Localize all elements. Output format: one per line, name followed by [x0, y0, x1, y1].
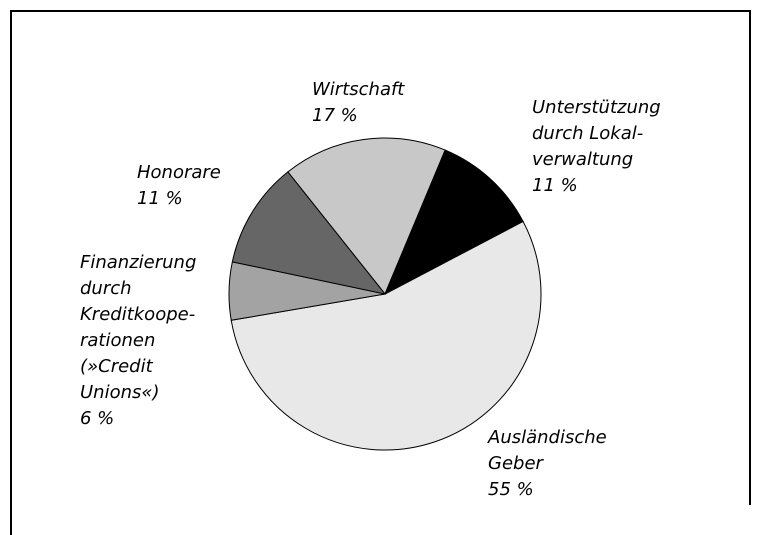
slice-label: Kreditkoope- — [80, 304, 195, 325]
slice-label: Wirtschaft — [312, 79, 405, 100]
value-label: 55 % — [488, 479, 534, 500]
frame — [10, 10, 751, 535]
value-label: 11 % — [532, 175, 578, 196]
slice-label: durch Lokal- — [532, 123, 643, 144]
slice-label: Finanzierung — [80, 252, 196, 273]
slice-label: Unions«) — [80, 382, 160, 403]
value-label: 6 % — [80, 408, 114, 429]
slice-label: rationen — [80, 330, 155, 351]
slice-label: Ausländische — [487, 427, 607, 448]
slice-label: verwaltung — [532, 149, 633, 170]
slice — [287, 137, 446, 295]
slice-label: Unterstützung — [532, 97, 661, 118]
slice-label: (»Credit — [80, 356, 154, 377]
value-label: 17 % — [312, 105, 358, 126]
slice-label: durch — [80, 278, 132, 299]
value-label: 11 % — [137, 188, 183, 209]
slice-label: Geber — [488, 453, 545, 474]
slice — [230, 220, 542, 451]
slice-label: Honorare — [137, 162, 221, 183]
slice — [231, 171, 387, 295]
slice — [384, 149, 524, 296]
